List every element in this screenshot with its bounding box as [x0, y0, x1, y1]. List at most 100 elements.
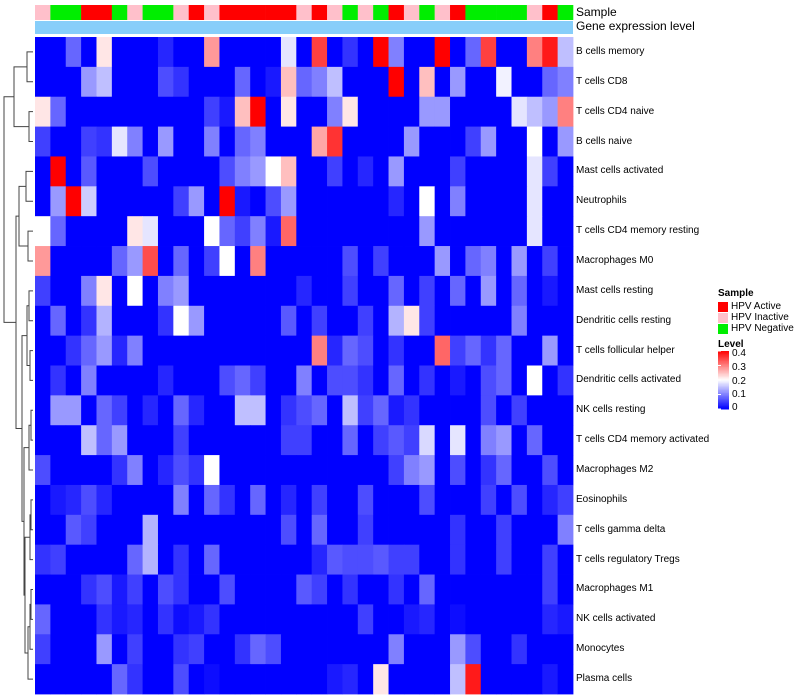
- level-gradient-step: [718, 393, 729, 395]
- heatmap-cell: [450, 335, 466, 366]
- heatmap-cell: [373, 604, 389, 635]
- heatmap-cell: [496, 484, 512, 516]
- heatmap-cell: [388, 246, 405, 277]
- heatmap-cell: [81, 365, 97, 396]
- heatmap-cell: [204, 335, 220, 366]
- heatmap-cell: [173, 365, 190, 396]
- heatmap-cell: [327, 634, 343, 665]
- level-gradient-step: [718, 351, 729, 353]
- heatmap-cell: [511, 186, 528, 217]
- heatmap-cell: [419, 664, 436, 695]
- heatmap-cell: [557, 365, 574, 396]
- level-gradient-step: [718, 397, 729, 400]
- heatmap-cell: [480, 216, 497, 247]
- heatmap-cell: [111, 335, 128, 366]
- heatmap-cell: [465, 126, 482, 157]
- heatmap-cell: [496, 425, 512, 456]
- heatmap-cell: [96, 395, 113, 426]
- heatmap-cell: [388, 634, 405, 665]
- heatmap-cell: [250, 37, 266, 68]
- legend-swatch-hpv-inactive: [718, 313, 728, 323]
- heatmap-cell: [173, 574, 190, 605]
- heatmap-cell: [65, 126, 82, 157]
- heatmap-cell: [557, 66, 574, 98]
- heatmap-cell: [50, 216, 67, 247]
- heatmap-cell: [234, 37, 251, 68]
- level-gradient-step: [718, 398, 729, 401]
- heatmap-cell: [219, 544, 236, 575]
- heatmap-cell: [403, 395, 420, 426]
- heatmap-cell: [450, 216, 466, 247]
- heatmap-cell: [327, 216, 343, 247]
- heatmap-cell: [219, 216, 236, 247]
- heatmap-cell: [403, 96, 420, 127]
- heatmap-cell: [419, 246, 436, 277]
- heatmap-cell: [250, 66, 266, 98]
- level-gradient-step: [718, 372, 729, 375]
- heatmap-cell: [542, 455, 559, 486]
- heatmap-cell: [327, 425, 343, 456]
- heatmap-cell: [403, 604, 420, 635]
- heatmap-cell: [342, 544, 359, 575]
- level-gradient-step: [718, 366, 729, 369]
- level-gradient-step: [718, 385, 729, 388]
- heatmap-cell: [342, 365, 359, 396]
- level-gradient-step: [718, 388, 729, 391]
- heatmap-cell: [157, 425, 174, 456]
- heatmap-cell: [480, 37, 497, 68]
- heatmap-cell: [511, 455, 528, 486]
- heatmap-cell: [526, 664, 543, 695]
- heatmap-cell: [142, 156, 159, 187]
- heatmap-cell: [265, 484, 282, 516]
- heatmap-cell: [265, 335, 282, 366]
- heatmap-cell: [127, 275, 143, 307]
- heatmap-cell: [173, 186, 190, 217]
- heatmap-cell: [250, 216, 266, 247]
- sample-annotation-cell: [403, 5, 420, 20]
- heatmap-cell: [204, 126, 220, 157]
- heatmap-cell: [357, 37, 374, 68]
- sample-annotation-cell: [419, 5, 435, 20]
- heatmap-cell: [496, 365, 512, 396]
- heatmap-cell: [157, 246, 174, 277]
- heatmap-cell: [296, 66, 313, 98]
- heatmap-cell: [542, 484, 559, 516]
- heatmap-cell: [311, 37, 328, 68]
- heatmap-cell: [50, 544, 67, 575]
- heatmap-cell: [204, 246, 220, 277]
- heatmap-cell: [557, 37, 574, 68]
- heatmap-cell: [157, 544, 174, 575]
- heatmap-cell: [142, 216, 159, 247]
- heatmap-cell: [465, 96, 482, 127]
- heatmap-cell: [496, 455, 512, 486]
- heatmap-cell: [327, 365, 343, 396]
- sample-annotation-cell: [65, 5, 82, 20]
- heatmap-cell: [280, 216, 297, 247]
- heatmap-cell: [234, 216, 251, 247]
- heatmap-cell: [557, 425, 574, 456]
- heatmap-cell: [81, 634, 97, 665]
- heatmap-cell: [234, 275, 251, 307]
- sample-annotation-cell: [373, 5, 389, 20]
- heatmap-cell: [434, 186, 451, 217]
- heatmap-cell: [557, 126, 574, 157]
- level-gradient-step: [718, 380, 729, 382]
- heatmap-cell: [419, 455, 436, 486]
- heatmap-cell: [419, 365, 436, 396]
- sample-annotation-cell: [327, 5, 343, 20]
- heatmap-cell: [280, 574, 297, 605]
- heatmap-cell: [127, 574, 143, 605]
- sample-annotation-cell: [204, 5, 220, 20]
- heatmap-cell: [157, 96, 174, 127]
- heatmap-cell: [480, 335, 497, 366]
- heatmap-cell: [511, 216, 528, 247]
- heatmap-cell: [96, 574, 113, 605]
- heatmap-cell: [219, 275, 236, 307]
- row-label: Neutrophils: [576, 195, 627, 207]
- heatmap-cell: [50, 37, 67, 68]
- row-label: Mast cells resting: [576, 284, 654, 296]
- heatmap-cell: [219, 156, 236, 187]
- heatmap-cell: [480, 96, 497, 127]
- heatmap-cell: [35, 305, 51, 337]
- heatmap-cell: [465, 544, 482, 575]
